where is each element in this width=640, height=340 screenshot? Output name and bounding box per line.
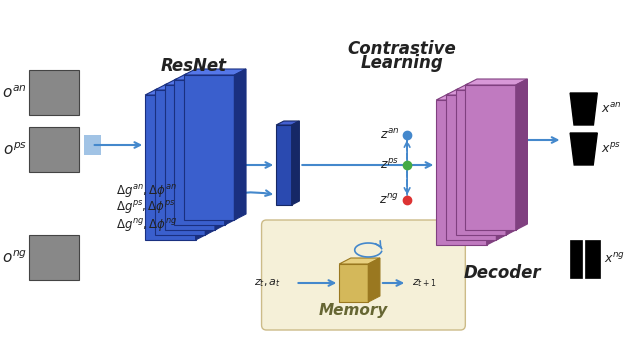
Polygon shape (292, 121, 300, 205)
Polygon shape (205, 84, 217, 235)
Text: $z^{an}$: $z^{an}$ (380, 128, 399, 142)
Polygon shape (465, 79, 527, 85)
FancyBboxPatch shape (29, 127, 79, 172)
Polygon shape (456, 84, 518, 90)
Text: Contrastive: Contrastive (348, 40, 456, 58)
Polygon shape (516, 79, 527, 230)
Text: ResNet: ResNet (161, 57, 227, 75)
FancyBboxPatch shape (29, 235, 79, 280)
Polygon shape (164, 79, 227, 85)
Text: $x^{an}$: $x^{an}$ (601, 102, 622, 116)
Text: $z_{t+1}$: $z_{t+1}$ (412, 277, 436, 289)
Text: $o^{ng}$: $o^{ng}$ (1, 249, 27, 266)
Polygon shape (155, 90, 205, 235)
Text: Learning: Learning (361, 54, 444, 72)
Polygon shape (276, 125, 292, 205)
Polygon shape (174, 74, 236, 80)
FancyBboxPatch shape (262, 220, 465, 330)
Polygon shape (506, 84, 518, 235)
Polygon shape (174, 80, 225, 225)
Polygon shape (436, 100, 486, 245)
Polygon shape (465, 85, 516, 230)
FancyBboxPatch shape (29, 70, 79, 115)
Polygon shape (225, 74, 236, 225)
Polygon shape (145, 89, 207, 95)
Polygon shape (339, 258, 380, 264)
Polygon shape (446, 89, 508, 95)
Polygon shape (184, 69, 246, 75)
Polygon shape (339, 264, 368, 302)
Polygon shape (145, 95, 196, 240)
Text: $z^{ps}$: $z^{ps}$ (380, 158, 399, 172)
Polygon shape (486, 94, 499, 245)
Polygon shape (155, 84, 217, 90)
Polygon shape (446, 95, 497, 240)
Text: Decoder: Decoder (463, 264, 541, 282)
Polygon shape (368, 258, 380, 302)
Text: Memory: Memory (319, 303, 388, 318)
Polygon shape (570, 133, 597, 165)
Polygon shape (196, 89, 207, 240)
Polygon shape (436, 94, 499, 100)
Polygon shape (184, 75, 234, 220)
Polygon shape (570, 93, 597, 125)
Polygon shape (164, 85, 215, 230)
Polygon shape (215, 79, 227, 230)
FancyBboxPatch shape (570, 240, 582, 278)
Polygon shape (276, 121, 300, 125)
Text: $\Delta g^{an}, \Delta\phi^{an}$: $\Delta g^{an}, \Delta\phi^{an}$ (116, 184, 177, 201)
Text: $x^{ng}$: $x^{ng}$ (604, 252, 625, 266)
Polygon shape (234, 69, 246, 220)
Text: $x^{ps}$: $x^{ps}$ (601, 142, 621, 156)
Text: $\Delta g^{ps}, \Delta\phi^{ps}$: $\Delta g^{ps}, \Delta\phi^{ps}$ (116, 199, 176, 216)
Polygon shape (456, 90, 506, 235)
Polygon shape (497, 89, 508, 240)
FancyBboxPatch shape (84, 135, 102, 155)
Text: $o^{ps}$: $o^{ps}$ (3, 141, 27, 158)
FancyBboxPatch shape (585, 240, 600, 278)
Text: $z_t, a_t$: $z_t, a_t$ (254, 277, 281, 289)
Text: $\Delta g^{ng}, \Delta\phi^{ng}$: $\Delta g^{ng}, \Delta\phi^{ng}$ (116, 217, 178, 234)
Text: $z^{ng}$: $z^{ng}$ (380, 193, 399, 207)
Text: $o^{an}$: $o^{an}$ (2, 84, 27, 101)
